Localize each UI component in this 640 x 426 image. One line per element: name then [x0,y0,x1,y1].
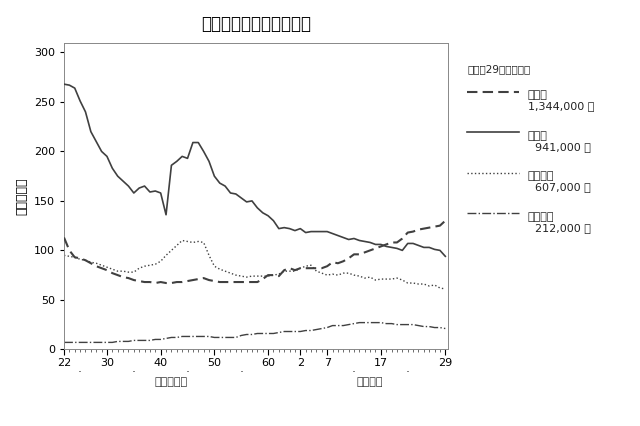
Text: 212,000 組: 212,000 組 [528,223,591,233]
Text: ·: · [352,366,356,379]
Text: 平成・年: 平成・年 [357,377,383,387]
Text: 出生数: 出生数 [528,131,548,141]
Text: 607,000 組: 607,000 組 [528,182,591,192]
Text: 死亡数: 死亡数 [528,90,548,100]
Text: 941,000 人: 941,000 人 [528,142,591,152]
Y-axis label: 万人（組）: 万人（組） [15,177,28,215]
Text: ·: · [186,366,189,379]
Text: ·: · [239,366,243,379]
Text: 昭和・・年: 昭和・・年 [155,377,188,387]
Title: 人口動態総覧の年次推移: 人口動態総覧の年次推移 [201,15,311,33]
Text: 1,344,000 人: 1,344,000 人 [528,101,595,111]
Text: ·: · [132,366,136,379]
Text: 『平成29年推計数』: 『平成29年推計数』 [467,64,531,74]
Text: ·: · [78,366,82,379]
Text: ·: · [406,366,410,379]
Text: 離婚件数: 離婚件数 [528,212,554,222]
Text: 婚姻件数: 婚姻件数 [528,171,554,181]
